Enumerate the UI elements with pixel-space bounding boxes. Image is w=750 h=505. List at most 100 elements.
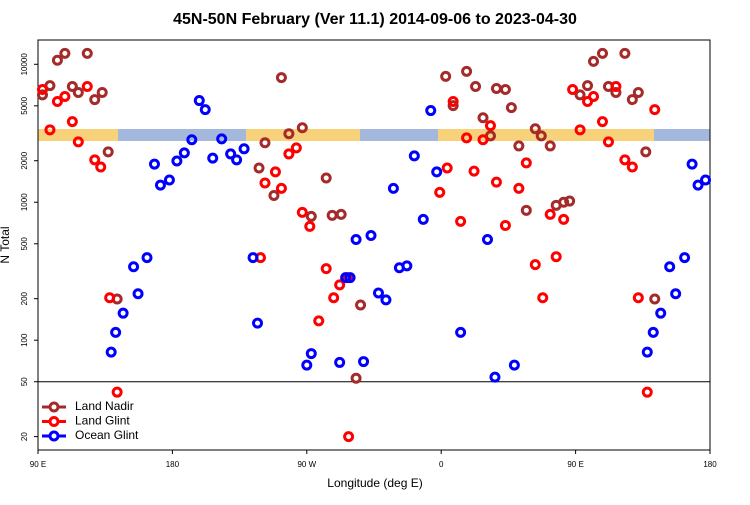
point xyxy=(358,356,370,368)
y-tick-label: 500 xyxy=(20,237,29,251)
point xyxy=(335,208,347,220)
point xyxy=(148,158,160,170)
point xyxy=(141,252,153,264)
point xyxy=(484,120,496,132)
point xyxy=(320,172,332,184)
point xyxy=(132,288,144,300)
point xyxy=(275,182,287,194)
point xyxy=(425,105,437,117)
point xyxy=(619,154,631,166)
point xyxy=(596,47,608,59)
point xyxy=(128,261,140,273)
point xyxy=(290,142,302,154)
y-tick-label: 2000 xyxy=(20,151,29,169)
point xyxy=(334,279,346,291)
point xyxy=(513,140,525,152)
point xyxy=(641,386,653,398)
point xyxy=(692,179,704,191)
point xyxy=(268,189,280,201)
legend-marker xyxy=(48,401,60,413)
point xyxy=(193,95,205,107)
point xyxy=(468,165,480,177)
point xyxy=(417,213,429,225)
point xyxy=(505,102,517,114)
point xyxy=(529,123,541,135)
y-tick-label: 200 xyxy=(20,291,29,305)
point xyxy=(481,233,493,245)
point xyxy=(564,195,576,207)
point xyxy=(490,176,502,188)
legend-marker xyxy=(48,416,60,427)
point xyxy=(647,326,659,338)
point xyxy=(238,143,250,155)
point xyxy=(508,359,520,371)
point xyxy=(66,116,78,128)
point xyxy=(588,91,600,103)
point xyxy=(582,80,594,92)
point xyxy=(610,86,622,98)
point xyxy=(649,104,661,116)
point xyxy=(558,213,570,225)
point xyxy=(320,263,332,275)
point xyxy=(664,261,676,273)
point xyxy=(441,162,453,174)
point xyxy=(655,307,667,319)
point xyxy=(36,83,48,95)
point xyxy=(296,122,308,134)
point xyxy=(387,182,399,194)
point xyxy=(489,371,501,383)
point xyxy=(283,148,295,160)
point xyxy=(247,252,259,264)
point xyxy=(535,130,547,142)
point xyxy=(520,157,532,169)
point xyxy=(259,137,271,149)
point xyxy=(111,386,123,398)
point xyxy=(649,293,661,305)
point xyxy=(154,179,166,191)
chart-title: 45N-50N February (Ver 11.1) 2014-09-06 t… xyxy=(173,11,577,28)
point xyxy=(626,161,638,173)
point xyxy=(59,91,71,103)
x-tick-label: 90 W xyxy=(297,460,316,469)
point xyxy=(558,196,570,208)
x-tick-label: 180 xyxy=(703,460,717,469)
legend-label: Land Nadir xyxy=(75,399,134,413)
point xyxy=(499,83,511,95)
legend-label: Ocean Glint xyxy=(75,428,139,442)
point xyxy=(401,260,413,272)
point xyxy=(574,89,586,101)
point xyxy=(225,148,237,160)
point xyxy=(477,134,489,146)
series xyxy=(36,81,661,443)
point xyxy=(328,292,340,304)
point xyxy=(679,252,691,264)
point xyxy=(36,89,48,101)
point xyxy=(602,136,614,148)
plot-frame xyxy=(37,39,711,451)
point xyxy=(104,292,116,304)
point xyxy=(447,100,459,112)
point xyxy=(207,152,219,164)
x-axis-label: Longitude (deg E) xyxy=(327,476,422,490)
point xyxy=(567,83,579,95)
point xyxy=(89,154,101,166)
point xyxy=(102,146,114,158)
point xyxy=(186,134,198,146)
point xyxy=(44,124,56,136)
point xyxy=(66,81,78,93)
point xyxy=(544,140,556,152)
point xyxy=(700,174,712,186)
point xyxy=(619,47,631,59)
point xyxy=(334,356,346,368)
point xyxy=(434,186,446,198)
point xyxy=(529,259,541,271)
point xyxy=(520,204,532,216)
point xyxy=(51,96,63,108)
point xyxy=(301,359,313,371)
point xyxy=(110,326,122,338)
point xyxy=(72,86,84,98)
point xyxy=(550,251,562,263)
point xyxy=(96,86,108,98)
point xyxy=(365,230,377,242)
